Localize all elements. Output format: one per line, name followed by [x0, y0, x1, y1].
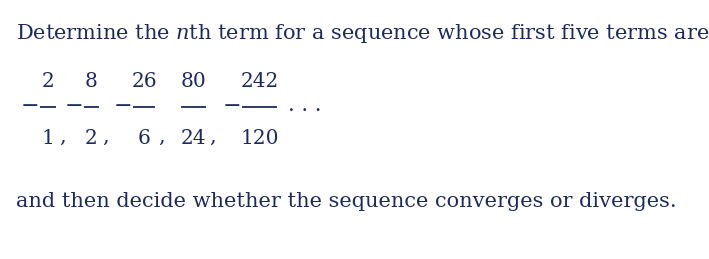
Text: . . .: . . .	[289, 96, 322, 114]
Text: −: −	[21, 95, 40, 117]
Text: 26: 26	[131, 72, 157, 91]
Text: and then decide whether the sequence converges or diverges.: and then decide whether the sequence con…	[16, 192, 676, 211]
Text: 2: 2	[85, 129, 98, 148]
Text: 120: 120	[240, 129, 279, 148]
Text: 24: 24	[181, 129, 206, 148]
Text: ,: ,	[102, 127, 109, 146]
Text: 6: 6	[138, 129, 150, 148]
Text: 8: 8	[85, 72, 98, 91]
Text: 1: 1	[42, 129, 55, 148]
Text: −: −	[223, 95, 242, 117]
Text: 242: 242	[240, 72, 279, 91]
Text: Determine the $n$th term for a sequence whose first five terms are: Determine the $n$th term for a sequence …	[16, 22, 709, 45]
Text: −: −	[114, 95, 133, 117]
Text: ,: ,	[209, 127, 216, 146]
Text: ,: ,	[59, 127, 65, 146]
Text: ,: ,	[158, 127, 164, 146]
Text: 2: 2	[42, 72, 55, 91]
Text: −: −	[65, 95, 83, 117]
Text: 80: 80	[181, 72, 206, 91]
